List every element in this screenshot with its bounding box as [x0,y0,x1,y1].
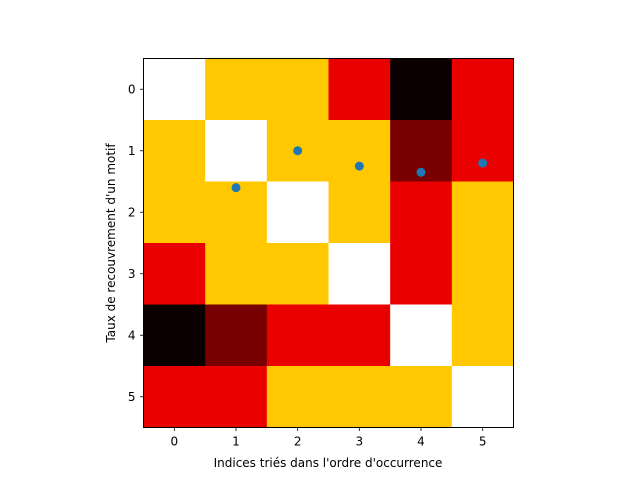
heatmap-cell-2-0 [143,181,206,244]
heatmap-cell-4-4 [390,304,453,367]
heatmap-cell-5-1 [205,366,268,428]
heatmap-cell-3-5 [451,243,514,305]
scatter-point-3 [416,167,426,177]
heatmap-cell-3-4 [390,243,453,305]
heatmap-cell-1-5 [451,120,514,182]
heatmap-cell-3-0 [143,243,206,305]
heatmap-cell-0-2 [266,58,329,121]
heatmap-cell-4-5 [451,304,514,367]
heatmap-cell-0-5 [451,58,514,121]
heatmap-cell-1-1 [205,120,268,182]
heatmap-cell-1-3 [328,120,391,182]
scatter-point-4 [478,158,488,168]
scatter-point-0 [231,183,241,193]
heatmap-cell-4-1 [205,304,268,367]
x-tick-label-0: 0 [171,435,179,449]
plot-frame [143,58,514,428]
heatmap-cell-4-0 [143,304,206,367]
x-tick-label-4: 4 [417,435,425,449]
y-tick-label-3: 3 [128,267,136,281]
heatmap-cell-5-0 [143,366,206,428]
y-tick-label-5: 5 [128,390,136,404]
heatmap-cell-2-2 [266,181,329,244]
heatmap-cell-3-3 [328,243,391,305]
heatmap-cell-5-5 [451,366,514,428]
y-axis-label: Taux de recouvrement d'un motif [104,143,118,344]
heatmap-cell-3-1 [205,243,268,305]
heatmap-cell-5-4 [390,366,453,428]
heatmap-cell-0-3 [328,58,391,121]
heatmap-cell-4-3 [328,304,391,367]
scatter-point-2 [354,161,364,171]
heatmap-cells [143,58,514,428]
y-tick-label-0: 0 [128,82,136,96]
heatmap-cell-2-3 [328,181,391,244]
scatter-point-1 [293,146,303,156]
x-tick-label-5: 5 [479,435,487,449]
x-axis-label: Indices triés dans l'ordre d'occurrence [214,456,443,470]
y-axis-ticks: 0 1 2 3 4 5 [128,82,144,404]
heatmap-cell-5-3 [328,366,391,428]
heatmap-cell-1-0 [143,120,206,182]
heatmap-cell-5-2 [266,366,329,428]
x-tick-label-2: 2 [294,435,302,449]
heatmap-cell-0-1 [205,58,268,121]
heatmap-cell-0-4 [390,58,453,121]
scatter-points [231,146,488,193]
x-tick-label-3: 3 [356,435,364,449]
y-tick-label-1: 1 [128,144,136,158]
heatmap-cell-2-5 [451,181,514,244]
heatmap-cell-0-0 [143,58,206,121]
x-axis-ticks: 0 1 2 3 4 5 [171,427,487,449]
x-tick-label-1: 1 [232,435,240,449]
heatmap-cell-2-4 [390,181,453,244]
y-tick-label-4: 4 [128,328,136,342]
heatmap-cell-3-2 [266,243,329,305]
y-tick-label-2: 2 [128,205,136,219]
heatmap-cell-4-2 [266,304,329,367]
